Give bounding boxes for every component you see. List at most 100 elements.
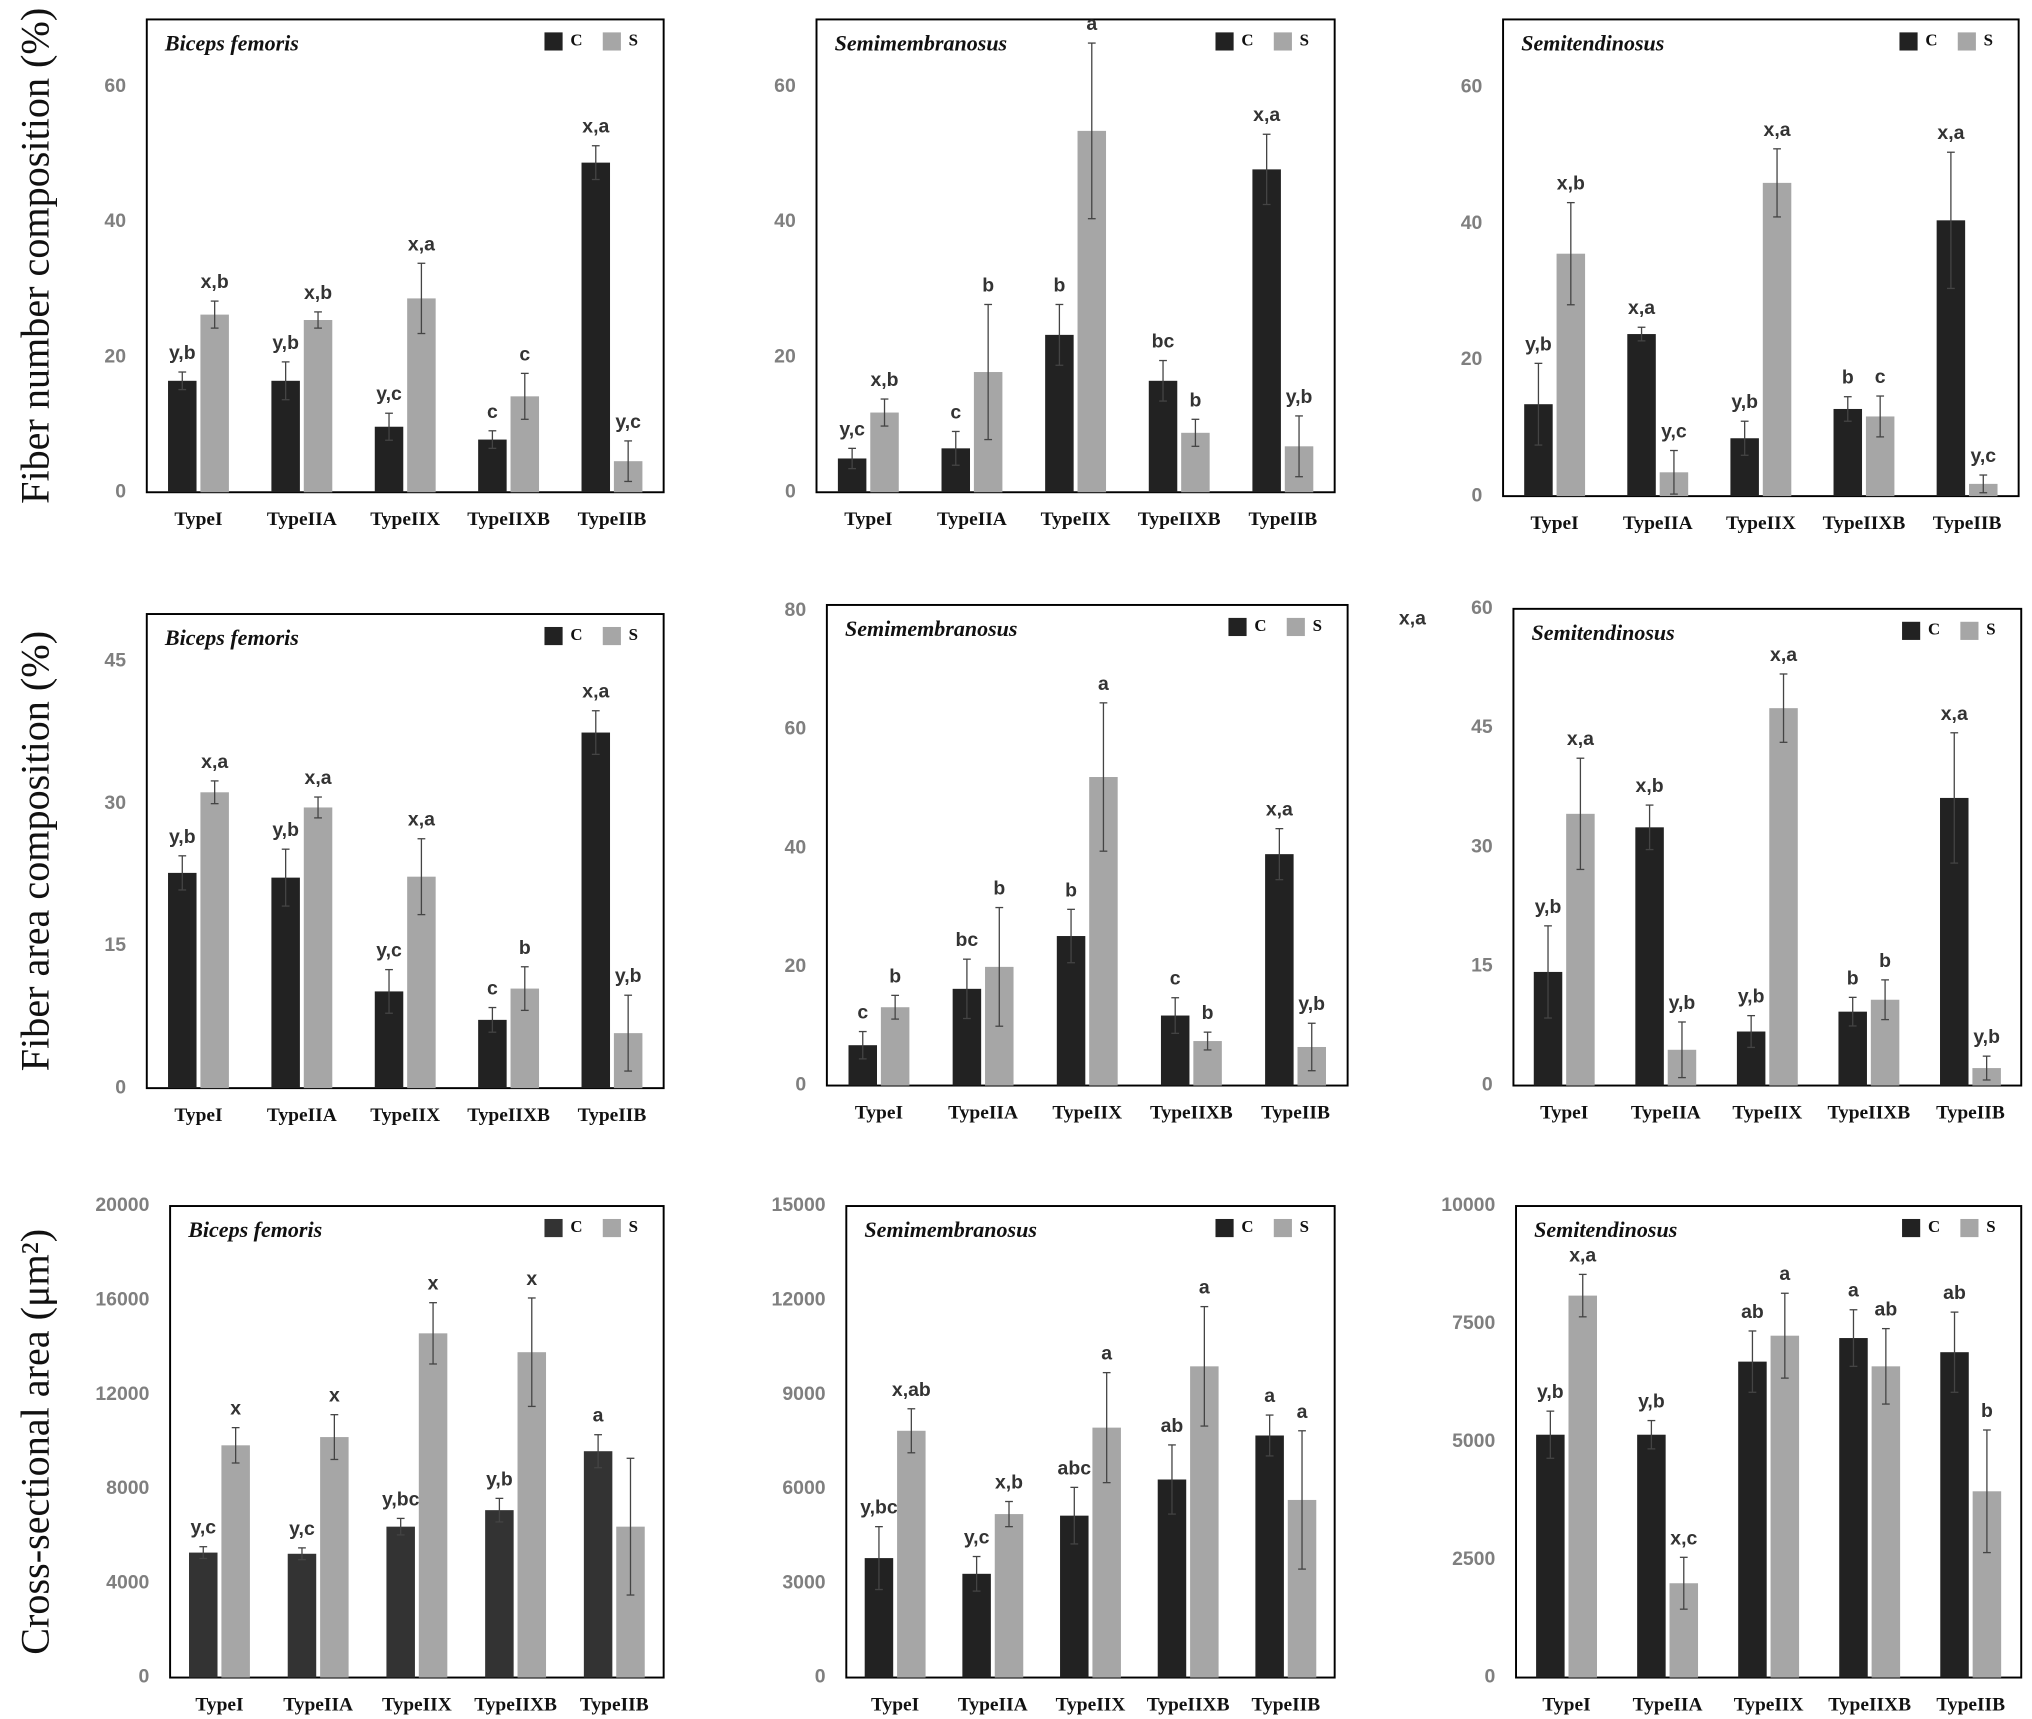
significance-label: x,a [582, 116, 609, 138]
x-tick-label: TypeIIXB [467, 509, 550, 530]
significance-label: x,c [1670, 1527, 1697, 1549]
legend-label: C [570, 1217, 582, 1236]
x-tick-label: TypeIIX [1052, 1102, 1122, 1123]
plot-frame [1512, 607, 2023, 1087]
legend-swatch [1273, 1218, 1292, 1238]
y-tick-label: 0 [815, 1666, 826, 1688]
x-tick-label: TypeI [174, 509, 222, 530]
legend-label: S [1986, 620, 1995, 639]
significance-label: b [1847, 967, 1859, 989]
significance-label: y,c [1970, 445, 1996, 467]
bar [189, 1552, 218, 1678]
significance-label: b [1065, 879, 1077, 901]
significance-label: x [230, 1398, 241, 1420]
bar [271, 877, 300, 1089]
x-tick-label: TypeIIX [1726, 513, 1796, 534]
significance-label: x,a [305, 767, 332, 789]
bar [1871, 1366, 1901, 1678]
significance-label: y,c [839, 418, 865, 440]
panel-title: Biceps femoris [164, 30, 299, 55]
significance-label: ab [1161, 1415, 1184, 1437]
significance-label: b [1842, 367, 1854, 389]
bar [1635, 827, 1664, 1086]
significance-label: bc [1152, 331, 1175, 353]
legend-swatch [1215, 1218, 1234, 1238]
significance-label: x,a [1266, 799, 1293, 821]
significance-label: y,c [615, 411, 641, 433]
significance-label: y,c [1661, 421, 1687, 443]
significance-label: y,b [1286, 386, 1313, 408]
x-tick-label: TypeIIXB [1828, 1102, 1911, 1123]
significance-label: b [1879, 950, 1891, 972]
legend-swatch [544, 626, 563, 646]
significance-label: y,c [289, 1518, 315, 1540]
y-tick-label: 0 [115, 480, 126, 502]
y-tick-label: 20 [785, 955, 807, 977]
y-tick-label: 0 [139, 1666, 150, 1688]
x-tick-label: TypeIIB [578, 1105, 647, 1126]
bar [1568, 1295, 1597, 1678]
legend-swatch [1957, 32, 1976, 51]
significance-label: y,c [376, 940, 402, 962]
x-tick-label: TypeIIA [937, 509, 1007, 530]
y-tick-label: 9000 [782, 1383, 825, 1405]
x-tick-label: TypeI [174, 1105, 222, 1126]
significance-label: x [428, 1273, 439, 1295]
y-tick-label: 10000 [1441, 1194, 1495, 1216]
significance-label: y,bc [860, 1497, 898, 1519]
y-tick-label: 60 [104, 75, 126, 97]
x-tick-label: TypeIIB [1933, 513, 2002, 534]
legend-swatch [1215, 32, 1234, 51]
significance-label: x,a [408, 233, 435, 255]
y-tick-label: 3000 [782, 1571, 825, 1593]
x-tick-label: TypeIIX [370, 1105, 440, 1126]
significance-label: y,b [1298, 993, 1325, 1015]
bar [303, 320, 333, 493]
y-tick-label: 16000 [95, 1288, 149, 1310]
significance-label: x,a [1941, 703, 1968, 725]
legend-swatch [1273, 32, 1292, 51]
y-tick-label: 7500 [1452, 1312, 1495, 1334]
significance-label: y,b [1535, 896, 1562, 918]
legend-swatch [602, 1218, 621, 1238]
legend-swatch [602, 626, 621, 646]
x-tick-label: TypeIIB [580, 1694, 649, 1715]
legend-label: S [629, 30, 638, 49]
x-tick-label: TypeIIA [283, 1694, 353, 1715]
legend-label: C [1241, 1217, 1253, 1236]
y-tick-label: 0 [1482, 1074, 1493, 1096]
significance-label: ab [1875, 1299, 1898, 1321]
y-tick-label: 60 [1461, 76, 1483, 98]
legend-swatch [1960, 621, 1979, 640]
x-tick-label: TypeIIX [1732, 1102, 1802, 1123]
y-tick-label: 40 [774, 210, 796, 232]
panel-title: Semimembranosus [845, 616, 1018, 641]
significance-label: ab [1943, 1282, 1966, 1304]
x-tick-label: TypeIIB [1936, 1102, 2005, 1123]
legend-swatch [1902, 1218, 1921, 1238]
plot-frame [825, 603, 1349, 1087]
significance-label: x [526, 1268, 537, 1290]
significance-label: x,b [201, 271, 229, 293]
significance-label: bc [956, 929, 979, 951]
significance-label: a [593, 1405, 604, 1427]
significance-label: x,a [1253, 104, 1280, 126]
legend-label: S [629, 625, 638, 644]
significance-label: y,b [486, 1468, 513, 1490]
bar [386, 1526, 415, 1678]
x-tick-label: TypeIIX [1056, 1694, 1126, 1715]
panel-title: Semimembranosus [864, 1217, 1037, 1242]
plot-frame [815, 18, 1336, 494]
bar [581, 732, 611, 1089]
legend-label: C [570, 30, 582, 49]
bar [168, 872, 197, 1089]
significance-label: y,b [1738, 986, 1765, 1008]
y-tick-label: 6000 [782, 1477, 825, 1499]
x-tick-label: TypeIIX [370, 509, 440, 530]
significance-label: c [857, 1002, 868, 1024]
x-tick-label: TypeIIA [267, 1105, 337, 1126]
significance-label: a [1264, 1385, 1275, 1407]
y-tick-label: 4000 [106, 1571, 149, 1593]
y-axis-label: Fiber number composition (%) [12, 8, 57, 504]
